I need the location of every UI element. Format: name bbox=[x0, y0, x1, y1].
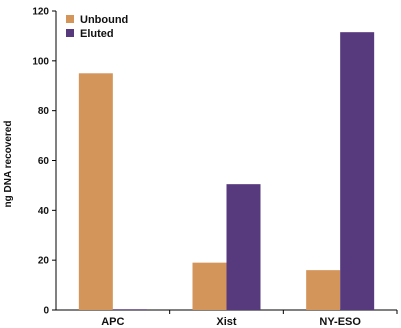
bar-unbound-xist bbox=[192, 262, 227, 310]
bar-eluted-xist bbox=[226, 184, 261, 310]
y-tick-label: 100 bbox=[32, 56, 49, 67]
legend-swatch-eluted bbox=[66, 29, 74, 37]
y-axis: 0 20 40 60 80 100 120 bbox=[32, 7, 57, 317]
bar-unbound-ny-eso bbox=[306, 270, 341, 310]
x-category-label: APC bbox=[101, 316, 124, 328]
x-axis: APC Xist NY-ESO bbox=[56, 309, 398, 328]
y-tick-label: 40 bbox=[38, 206, 50, 217]
legend-label-unbound: Unbound bbox=[80, 14, 128, 26]
legend: Unbound Eluted bbox=[66, 14, 128, 40]
bar-unbound-apc bbox=[78, 73, 113, 311]
y-tick-label: 0 bbox=[43, 306, 49, 317]
y-axis-title: ng DNA recovered bbox=[3, 121, 14, 208]
y-tick-label: 60 bbox=[38, 156, 50, 167]
x-category-label: Xist bbox=[216, 316, 237, 328]
y-tick-label: 20 bbox=[38, 256, 50, 267]
bars bbox=[78, 32, 375, 311]
bar-eluted-apc bbox=[112, 309, 147, 310]
x-category-label: NY-ESO bbox=[319, 316, 361, 328]
y-tick-label: 80 bbox=[38, 106, 50, 117]
legend-label-eluted: Eluted bbox=[80, 28, 114, 40]
bar-eluted-ny-eso bbox=[340, 32, 375, 310]
legend-swatch-unbound bbox=[66, 15, 74, 23]
y-tick-label: 120 bbox=[32, 7, 49, 18]
